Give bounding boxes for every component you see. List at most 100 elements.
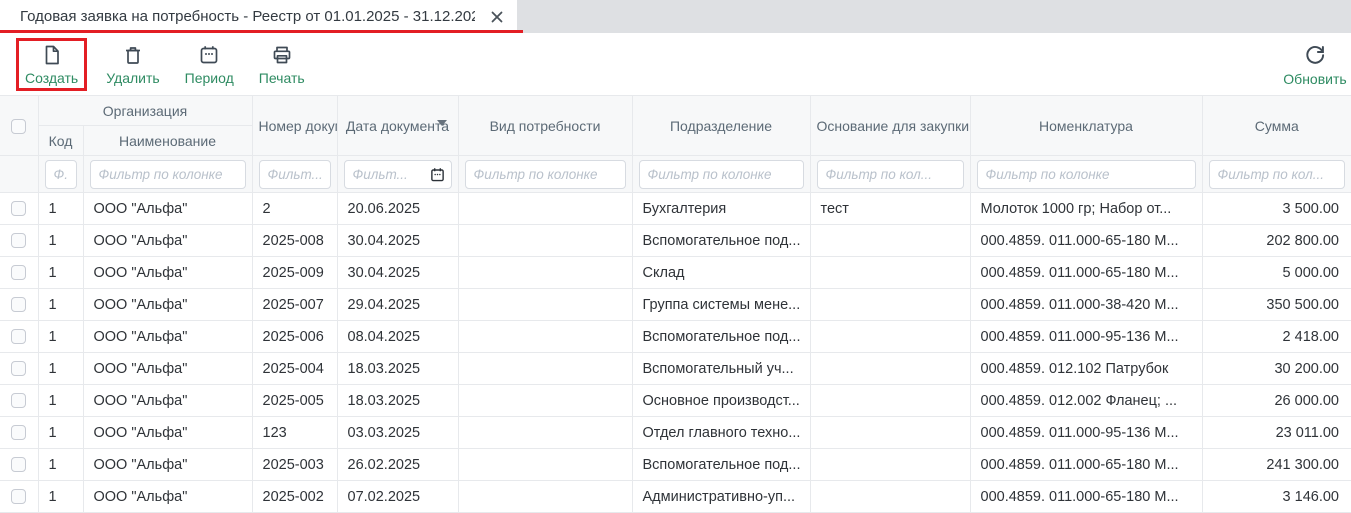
table-row[interactable]: 1 ООО "Альфа" 2025-007 29.04.2025 Группа… <box>0 288 1351 321</box>
cell-number: 2025-006 <box>251 320 338 353</box>
column-header-code[interactable]: Код <box>38 125 84 156</box>
filter-input-doc-date[interactable] <box>343 159 452 189</box>
cell-date: 18.03.2025 <box>336 352 459 385</box>
table-row[interactable]: 1 ООО "Альфа" 123 03.03.2025 Отдел главн… <box>0 416 1351 449</box>
create-button-red-highlight-box: Создать <box>16 37 88 91</box>
cell-need-type <box>457 288 633 321</box>
period-button[interactable]: Период <box>179 41 240 88</box>
cell-code: 1 <box>37 320 84 353</box>
select-all-checkbox[interactable] <box>11 118 27 134</box>
column-header-doc-date[interactable]: Дата документа <box>336 95 459 156</box>
table-header: Организация Номер документа Дата докумен… <box>0 95 1351 193</box>
cell-amount: 30 200.00 <box>1201 352 1351 385</box>
row-checkbox[interactable] <box>11 233 27 249</box>
row-checkbox[interactable] <box>11 265 27 281</box>
cell-nomenclature: 000.4859. 011.000-95-136 М... <box>969 320 1203 353</box>
table-row[interactable]: 1 ООО "Альфа" 2025-006 08.04.2025 Вспомо… <box>0 320 1351 353</box>
row-checkbox[interactable] <box>11 393 27 409</box>
refresh-button[interactable]: Обновить <box>1253 40 1351 89</box>
cell-basis <box>809 448 971 481</box>
row-checkbox[interactable] <box>11 457 27 473</box>
filter-input-code[interactable] <box>44 159 77 189</box>
cell-basis <box>809 288 971 321</box>
column-header-amount[interactable]: Сумма <box>1201 95 1351 156</box>
column-header-doc-number[interactable]: Номер документа <box>251 95 338 156</box>
cell-org: ООО "Альфа" <box>82 288 253 321</box>
row-checkbox[interactable] <box>11 201 27 217</box>
print-button[interactable]: Печать <box>253 41 311 88</box>
column-header-need-type[interactable]: Вид потребности <box>457 95 633 156</box>
column-group-organization[interactable]: Организация <box>37 95 253 126</box>
filter-input-amount[interactable] <box>1208 159 1345 189</box>
filter-input-doc-number[interactable] <box>258 159 331 189</box>
tab-close-icon[interactable] <box>489 9 505 25</box>
table-row[interactable]: 1 ООО "Альфа" 2025-008 30.04.2025 Вспомо… <box>0 224 1351 257</box>
column-header-nomenclature[interactable]: Номенклатура <box>969 95 1203 156</box>
cell-need-type <box>457 480 633 513</box>
cell-nomenclature: 000.4859. 011.000-65-180 М... <box>969 480 1203 513</box>
cell-basis: тест <box>809 192 971 225</box>
table-row[interactable]: 1 ООО "Альфа" 2025-004 18.03.2025 Вспомо… <box>0 352 1351 385</box>
cell-nomenclature: 000.4859. 011.000-65-180 М... <box>969 448 1203 481</box>
row-checkbox[interactable] <box>11 297 27 313</box>
row-checkbox[interactable] <box>11 361 27 377</box>
delete-button[interactable]: Удалить <box>100 41 165 88</box>
table-row[interactable]: 1 ООО "Альфа" 2 20.06.2025 Бухгалтерия т… <box>0 192 1351 225</box>
cell-department: Вспомогательный уч... <box>631 352 811 385</box>
active-tab-red-underline <box>0 30 523 33</box>
cell-code: 1 <box>37 192 84 225</box>
table-row[interactable]: 1 ООО "Альфа" 2025-002 07.02.2025 Админи… <box>0 480 1351 513</box>
filter-input-purchase-basis[interactable] <box>816 159 964 189</box>
cell-number: 2025-002 <box>251 480 338 513</box>
create-button-label: Создать <box>25 69 79 86</box>
cell-org: ООО "Альфа" <box>82 480 253 513</box>
column-header-name[interactable]: Наименование <box>82 125 252 156</box>
filter-input-department[interactable] <box>638 159 804 189</box>
cell-need-type <box>457 192 633 225</box>
cell-department: Административно-уп... <box>631 480 811 513</box>
cell-nomenclature: Молоток 1000 гр; Набор от... <box>969 192 1203 225</box>
cell-code: 1 <box>37 256 84 289</box>
calendar-icon <box>197 43 221 67</box>
filter-input-need-type[interactable] <box>464 159 626 189</box>
cell-number: 123 <box>251 416 338 449</box>
column-header-department[interactable]: Подразделение <box>631 95 811 156</box>
row-checkbox[interactable] <box>11 329 27 345</box>
cell-basis <box>809 256 971 289</box>
table-row[interactable]: 1 ООО "Альфа" 2025-009 30.04.2025 Склад … <box>0 256 1351 289</box>
cell-code: 1 <box>37 416 84 449</box>
tab-annual-demand-registry[interactable]: Годовая заявка на потребность - Реестр о… <box>0 0 517 33</box>
cell-basis <box>809 384 971 417</box>
cell-org: ООО "Альфа" <box>82 448 253 481</box>
cell-basis <box>809 320 971 353</box>
cell-need-type <box>457 256 633 289</box>
table-body: 1 ООО "Альфа" 2 20.06.2025 Бухгалтерия т… <box>0 192 1351 513</box>
cell-date: 03.03.2025 <box>336 416 459 449</box>
cell-org: ООО "Альфа" <box>82 352 253 385</box>
cell-date: 08.04.2025 <box>336 320 459 353</box>
printer-icon <box>270 43 294 67</box>
row-checkbox[interactable] <box>11 425 27 441</box>
cell-department: Группа системы мене... <box>631 288 811 321</box>
row-checkbox[interactable] <box>11 489 27 505</box>
cell-number: 2025-007 <box>251 288 338 321</box>
cell-need-type <box>457 352 633 385</box>
filter-input-name[interactable] <box>89 159 246 189</box>
cell-org: ООО "Альфа" <box>82 256 253 289</box>
cell-date: 20.06.2025 <box>336 192 459 225</box>
cell-number: 2025-003 <box>251 448 338 481</box>
registry-table: Организация Номер документа Дата докумен… <box>0 95 1351 513</box>
table-row[interactable]: 1 ООО "Альфа" 2025-003 26.02.2025 Вспомо… <box>0 448 1351 481</box>
cell-amount: 5 000.00 <box>1201 256 1351 289</box>
filter-input-nomenclature[interactable] <box>976 159 1196 189</box>
cell-org: ООО "Альфа" <box>82 416 253 449</box>
cell-number: 2025-004 <box>251 352 338 385</box>
column-header-purchase-basis[interactable]: Основание для закупки <box>809 95 971 156</box>
cell-code: 1 <box>37 224 84 257</box>
table-row[interactable]: 1 ООО "Альфа" 2025-005 18.03.2025 Основн… <box>0 384 1351 417</box>
cell-need-type <box>457 416 633 449</box>
create-button[interactable]: Создать <box>19 41 84 88</box>
cell-org: ООО "Альфа" <box>82 320 253 353</box>
cell-nomenclature: 000.4859. 012.002 Фланец; ... <box>969 384 1203 417</box>
cell-department: Вспомогательное под... <box>631 320 811 353</box>
